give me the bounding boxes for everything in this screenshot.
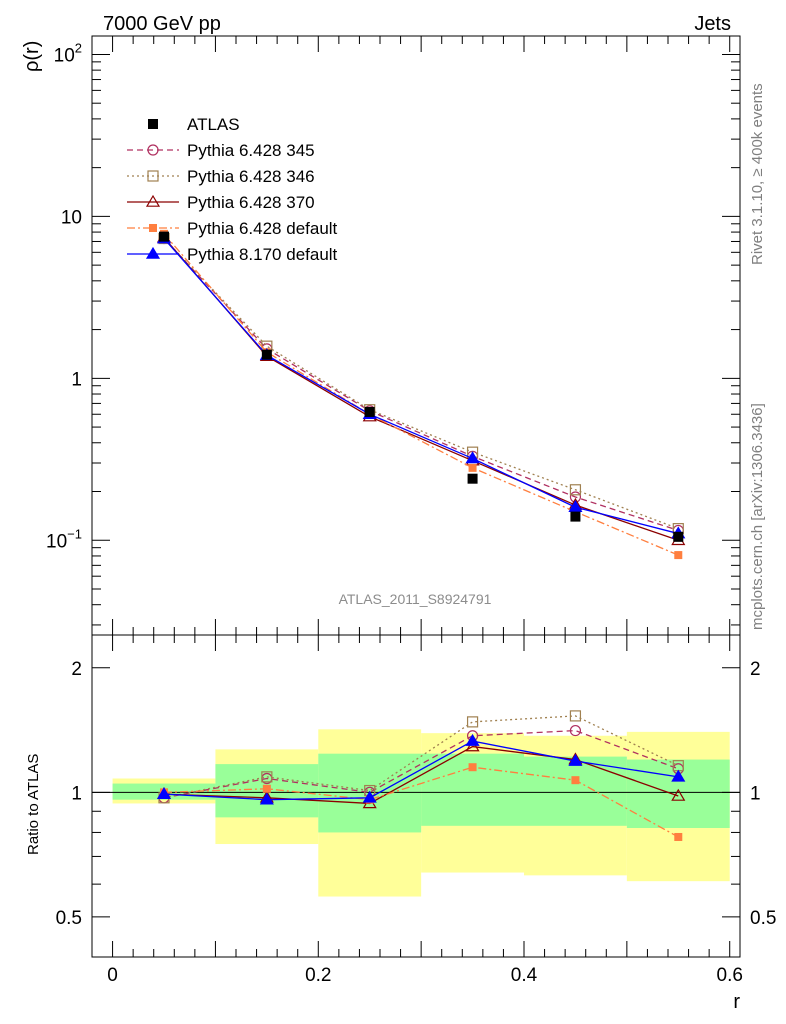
legend-label: Pythia 8.170 default bbox=[187, 245, 338, 264]
main-series-line-p8def bbox=[163, 238, 679, 535]
ratio-y-tick-label: 1 bbox=[71, 783, 82, 804]
ratio-series-layer bbox=[156, 710, 686, 841]
legend-label: ATLAS bbox=[187, 115, 240, 134]
x-axis: 0 0.2 0.4 0.6 bbox=[107, 36, 743, 986]
main-point-p6def bbox=[468, 463, 477, 472]
main-point-atlas bbox=[261, 349, 272, 360]
main-y-tick-label: 10−1 bbox=[46, 526, 82, 552]
ratio-point-p345 bbox=[569, 724, 582, 737]
x-axis-label: r bbox=[733, 991, 740, 1013]
legend-label: Pythia 6.428 346 bbox=[187, 167, 315, 186]
main-series-line-p370 bbox=[163, 237, 679, 541]
main-point-p8def bbox=[568, 500, 583, 513]
ratio-point-p346 bbox=[261, 771, 273, 783]
ratio-y-tick-label: 2 bbox=[71, 659, 82, 680]
ratio-band-inner bbox=[524, 756, 627, 826]
ratio-ticks-layer: 2 2 1 1 0.5 0.5 bbox=[56, 659, 776, 958]
ratio-y-tick-label-right: 2 bbox=[750, 659, 761, 680]
ratio-bands-layer bbox=[112, 729, 730, 897]
main-point-atlas bbox=[159, 231, 169, 242]
ratio-y-tick-label-right: 1 bbox=[750, 783, 761, 804]
header-left: 7000 GeV pp bbox=[103, 13, 221, 35]
main-point-atlas bbox=[570, 511, 581, 522]
mcplots-side-label: mcplots.cern.ch [arXiv:1306.3436] bbox=[749, 403, 766, 630]
legend-label: Pythia 6.428 default bbox=[187, 219, 338, 238]
main-point-p346 bbox=[569, 484, 582, 496]
ratio-point-p8def bbox=[156, 786, 172, 799]
x-tick-label: 0 bbox=[107, 965, 118, 986]
x-tick-label: 0.2 bbox=[305, 965, 331, 986]
ratio-point-p8def bbox=[259, 792, 274, 805]
x-tick-label: 0.6 bbox=[717, 965, 743, 986]
ratio-series-line-p6def bbox=[163, 766, 679, 838]
legend-marker bbox=[145, 246, 161, 259]
ratio-frame bbox=[91, 634, 741, 958]
main-y-tick-label: 10 bbox=[61, 207, 82, 228]
main-series-line-p345 bbox=[163, 238, 679, 532]
main-series-line-p6def bbox=[163, 233, 679, 556]
ratio-point-p8def bbox=[568, 753, 583, 766]
ratio-point-p6def bbox=[571, 776, 580, 785]
legend-label: Pythia 6.428 370 bbox=[187, 193, 315, 212]
legend-marker bbox=[147, 170, 159, 182]
x-tick-label: 0.4 bbox=[511, 965, 538, 986]
ratio-y-axis-label: Ratio to ATLAS bbox=[25, 754, 42, 855]
legend-marker bbox=[147, 144, 159, 156]
legend-marker bbox=[148, 119, 158, 129]
ratio-point-p6def bbox=[468, 763, 477, 772]
ratio-y-tick-label: 0.5 bbox=[56, 908, 82, 929]
legend-label: Pythia 6.428 345 bbox=[187, 141, 315, 160]
legend-marker bbox=[149, 224, 157, 232]
main-panel: 102 10 1 10−1 ATLAS_2011_S8924791 ρ(r) bbox=[21, 35, 741, 636]
main-y-tick-label: 1 bbox=[71, 369, 82, 390]
ratio-point-p6def bbox=[674, 832, 683, 841]
main-y-tick-label: 102 bbox=[54, 40, 82, 66]
main-point-atlas bbox=[364, 406, 375, 417]
rivet-side-label: Rivet 3.1.10, ≥ 400k events bbox=[749, 83, 766, 265]
main-point-p6def bbox=[674, 551, 683, 560]
main-series-line-p346 bbox=[163, 238, 679, 530]
ratio-point-p8def bbox=[465, 733, 480, 746]
ratio-point-p6def bbox=[262, 784, 271, 793]
ratio-point-p346 bbox=[466, 716, 479, 728]
legend-marker bbox=[145, 194, 161, 207]
ratio-point-p8def bbox=[671, 769, 686, 782]
main-series-layer bbox=[156, 229, 686, 560]
ratio-series-line-p370 bbox=[163, 745, 679, 805]
ratio-point-p346 bbox=[569, 710, 582, 722]
ratio-point-p8def bbox=[362, 790, 377, 803]
ratio-point-p370 bbox=[671, 788, 686, 801]
legend: ATLAS Pythia 6.428 345 Pythia 6.428 346 Pyt… bbox=[127, 115, 338, 264]
ratio-y-tick-label-right: 0.5 bbox=[750, 908, 776, 929]
main-point-atlas bbox=[467, 473, 478, 484]
ratio-panel: 2 2 1 1 0.5 0.5 Ratio to ATLAS bbox=[25, 634, 776, 958]
header-right: Jets bbox=[694, 13, 731, 35]
main-point-atlas bbox=[673, 531, 684, 542]
main-point-p8def bbox=[465, 451, 480, 464]
main-y-axis-label: ρ(r) bbox=[21, 41, 43, 72]
analysis-label: ATLAS_2011_S8924791 bbox=[339, 591, 492, 607]
main-ticks-layer: 102 10 1 10−1 bbox=[46, 40, 740, 626]
ratio-series-line-p346 bbox=[163, 715, 679, 799]
ratio-series-line-p8def bbox=[163, 740, 679, 801]
